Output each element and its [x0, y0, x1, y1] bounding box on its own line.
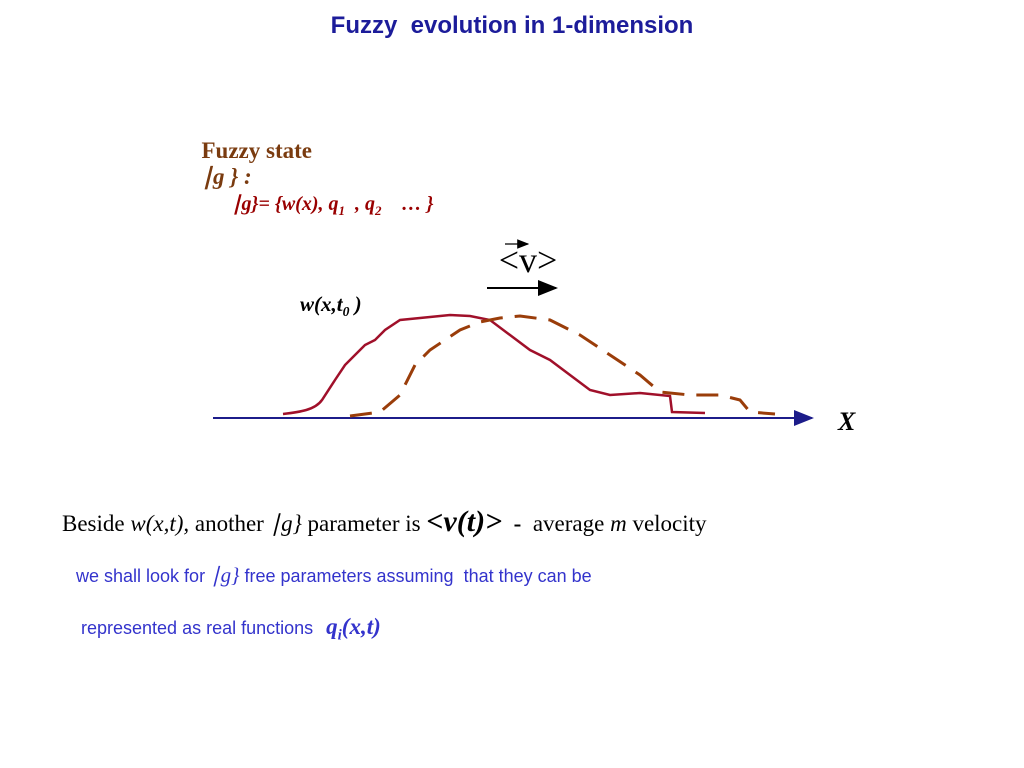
curve-label: w(x,t0 ) [300, 292, 362, 320]
state-ket: ∣g } : [201, 164, 252, 189]
evolved-curve [349, 314, 776, 418]
text-line: we shall look for ∣g} free parameters as… [76, 563, 592, 588]
text: ∣g} [269, 511, 302, 536]
text: velocity [626, 511, 707, 536]
text-line: Beside w(x,t), another ∣g} parameter is … [62, 505, 707, 539]
text: - [502, 511, 533, 536]
text: Beside [62, 511, 131, 536]
text: ∣g} [210, 563, 240, 587]
definition-part: … } [381, 193, 434, 215]
initial-curve [282, 313, 706, 416]
text: m [610, 511, 627, 536]
text: i [337, 627, 342, 644]
velocity-label: <v> [499, 240, 558, 280]
text: we shall look for [76, 566, 211, 586]
axis-label: X [837, 407, 856, 436]
state-definition: ∣g}= {w(x), q1 , q2 … } [231, 193, 434, 218]
text: <v(t)> [426, 505, 503, 538]
text: (x,t) [341, 614, 381, 639]
definition-part: ∣g}= {w(x), q [231, 193, 339, 215]
text: average [532, 511, 611, 536]
definition-part: , q [344, 193, 375, 215]
definition-sub: 1 [338, 203, 345, 218]
text-line: represented as real functions qi(x,t) [81, 614, 381, 645]
text: free parameters assuming that they can b… [239, 566, 592, 586]
state-label: Fuzzy state [201, 138, 313, 163]
curve-label-part: w(x,t [300, 292, 343, 316]
text: q [326, 614, 338, 639]
curve-label-sub: 0 [342, 304, 350, 320]
title: Fuzzy evolution in 1-dimension [330, 12, 694, 39]
definition-sub: 2 [374, 203, 382, 218]
text: parameter is [301, 511, 427, 536]
curve-label-part: ) [349, 292, 362, 316]
formula: qi(x,t) [326, 614, 381, 644]
state-line: Fuzzy state ∣g } : ∣g}= {w(x), q1 , q2 …… [190, 112, 434, 219]
text: another [189, 511, 270, 536]
text: w(x,t), [130, 511, 190, 536]
text: represented as real functions [81, 618, 319, 638]
